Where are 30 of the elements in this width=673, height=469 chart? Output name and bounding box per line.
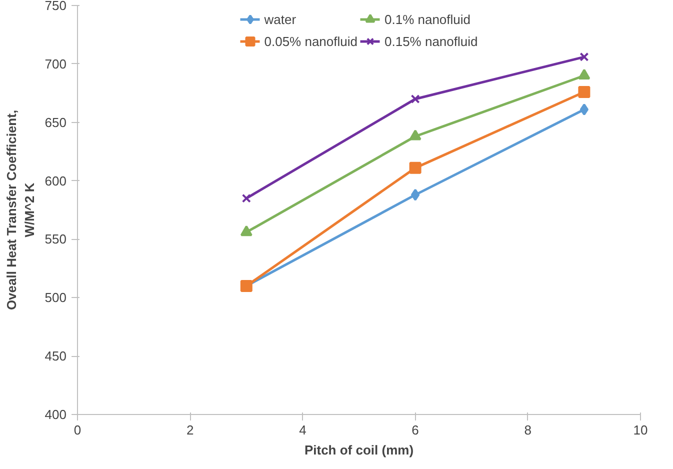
point (409, 130, 422, 140)
point (578, 86, 590, 98)
y-tick-label: 450 (44, 348, 67, 364)
y-axis-title: Oveall Heat Transfer Coefficient, W/M^2 K (4, 110, 37, 310)
x-axis-title: Pitch of coil (mm) (304, 442, 414, 458)
x-tick-label: 2 (186, 422, 194, 438)
point (580, 52, 589, 62)
legend-label: 0.15% nanofluid (384, 34, 478, 48)
y-tick-label: 650 (44, 114, 67, 130)
point (410, 188, 420, 201)
legend-label: 0.1% nanofluid (384, 12, 471, 26)
point (410, 94, 420, 104)
x-tick-label: 10 (633, 422, 648, 438)
x-tick-label: 4 (299, 422, 306, 438)
point (242, 194, 251, 203)
point (578, 68, 590, 80)
y-tick-label: 700 (44, 56, 67, 72)
legend-label: water (264, 12, 296, 26)
legend-label: 0.05% nanofluid (264, 34, 358, 48)
point (240, 225, 252, 236)
x-tick-label: 0 (74, 422, 82, 438)
point (409, 162, 422, 174)
y-tick-label: 400 (44, 407, 67, 422)
y-tick-label: 750 (44, 0, 67, 13)
point (580, 104, 589, 116)
x-tick-label: 6 (412, 422, 419, 438)
y-tick-label: 550 (44, 232, 67, 247)
y-tick-label: 600 (44, 173, 67, 188)
x-tick-label: 8 (524, 422, 532, 438)
y-tick-label: 500 (44, 290, 67, 306)
